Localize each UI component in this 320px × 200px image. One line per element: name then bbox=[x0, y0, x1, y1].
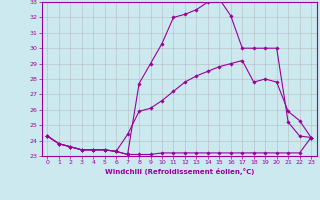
X-axis label: Windchill (Refroidissement éolien,°C): Windchill (Refroidissement éolien,°C) bbox=[105, 168, 254, 175]
